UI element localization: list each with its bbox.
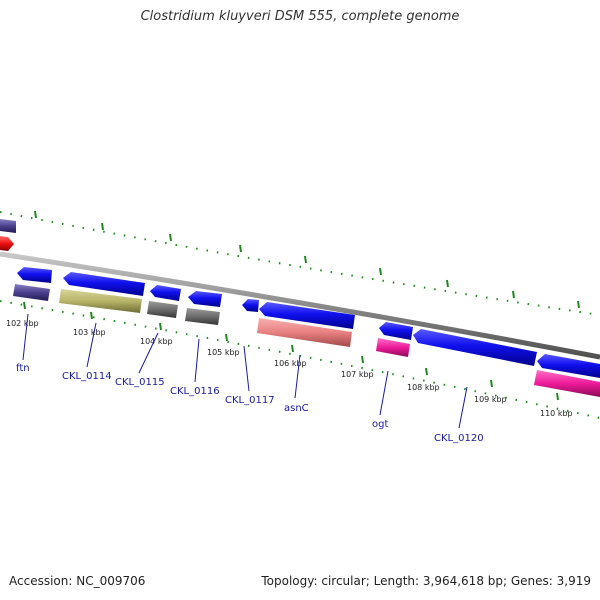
bar-CKL_0114 [59, 289, 142, 313]
bar-ftn [13, 284, 50, 301]
gene-ogt [379, 322, 413, 340]
tick-labels: 102 kbp 103 kbp 104 kbp 105 kbp 106 kbp … [6, 319, 573, 418]
gene-purple-partial [0, 219, 16, 233]
gene-label-CKL_0116: CKL_0116 [170, 386, 220, 397]
tick-label: 110 kbp [540, 409, 573, 418]
gene-asnC [259, 302, 355, 329]
outer-track-major-ticks [34, 210, 580, 309]
category-genes [13, 284, 600, 397]
gene-next-partial [537, 354, 600, 378]
tick-label: 105 kbp [207, 348, 240, 357]
forward-strand-genes [17, 267, 600, 378]
tick-label: 102 kbp [6, 319, 39, 328]
gene-CKL_0116 [188, 291, 222, 307]
gene-leader-lines [22, 313, 468, 429]
gene-label-CKL_0115: CKL_0115 [115, 377, 165, 388]
tick-label: 104 kbp [140, 337, 173, 346]
tick-label: 103 kbp [73, 328, 106, 337]
accession-label: Accession: NC_009706 [9, 574, 146, 588]
gene-label-CKL_0117: CKL_0117 [225, 395, 275, 406]
gene-red-partial [0, 236, 14, 251]
bar-CKL_0115 [147, 301, 178, 318]
gene-CKL_0120 [413, 329, 537, 366]
bar-asnC [257, 318, 352, 347]
gene-ftn [17, 267, 52, 283]
gene-label-CKL_0120: CKL_0120 [434, 433, 484, 444]
gene-label-asnC: asnC [284, 403, 309, 414]
bar-next-partial [534, 370, 600, 397]
outer-dotted-track [0, 211, 600, 316]
gene-label-ftn: ftn [16, 363, 30, 374]
tick-label: 106 kbp [274, 359, 307, 368]
gene-CKL_0117 [242, 299, 259, 312]
inner-track-major-ticks [23, 301, 559, 401]
page-title: Clostridium kluyveri DSM 555, complete g… [140, 9, 460, 24]
topology-label: Topology: circular; Length: 3,964,618 bp… [261, 574, 591, 588]
gene-label-CKL_0114: CKL_0114 [62, 371, 112, 382]
gene-label-ogt: ogt [372, 419, 388, 430]
tick-label: 108 kbp [407, 383, 440, 392]
genome-backbone [0, 251, 600, 360]
tick-label: 107 kbp [341, 370, 374, 379]
gene-labels: ftn CKL_0114 CKL_0115 CKL_0116 CKL_0117 … [16, 363, 484, 444]
tick-label: 109 kbp [474, 395, 507, 404]
gene-CKL_0115 [150, 285, 181, 301]
bar-CKL_0116 [185, 308, 220, 325]
bar-ogt [376, 338, 410, 357]
gene-CKL_0114 [63, 272, 145, 296]
